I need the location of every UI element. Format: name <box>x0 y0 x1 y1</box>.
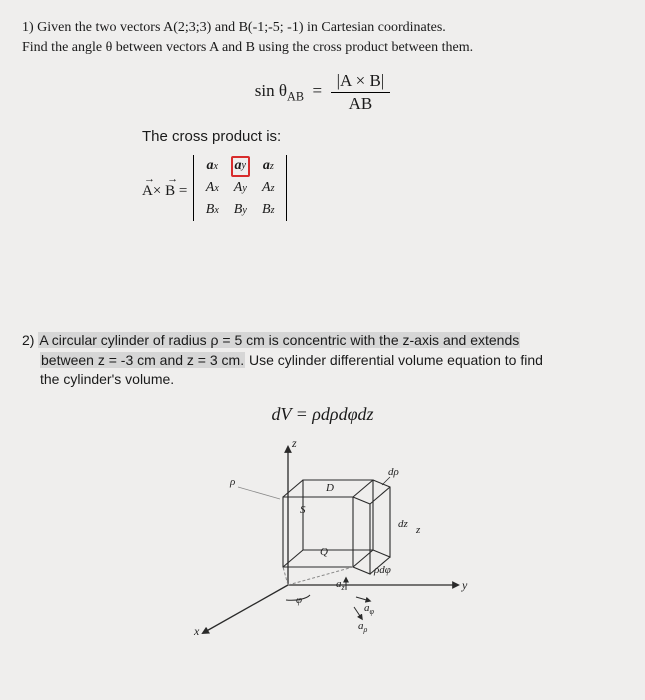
pdphi-label: ρdφ <box>373 564 391 576</box>
drho-label: dρ <box>388 466 399 478</box>
q1-formula: sin θAB = |A × B| AB <box>22 71 623 114</box>
frac-den: AB <box>331 93 391 114</box>
dz-label: dz <box>398 518 409 530</box>
q2-rest-2: Use cylinder differential volume equatio… <box>245 352 543 368</box>
S-label: S <box>300 504 306 516</box>
q1-line2: Find the angle θ between vectors A and B… <box>22 40 473 55</box>
q2-number: 2) <box>22 332 38 348</box>
sin-theta-sub: AB <box>287 90 304 104</box>
frac-num: |A × B| <box>331 71 391 93</box>
svg-text:aρ: aρ <box>358 620 368 634</box>
q1-text: 1) Given the two vectors A(2;3;3) and B(… <box>22 18 623 57</box>
cross-product-determinant: A× B = ax ay az Ax Ay Az Bx By Bz <box>142 155 623 221</box>
Q-label: Q <box>320 546 328 558</box>
cylinder-diagram: z y x <box>22 435 623 635</box>
z-small-label: z <box>415 524 421 536</box>
phi-label: φ <box>296 594 302 606</box>
dv-equation: dV = ρdρdφdz <box>22 404 623 425</box>
q2-highlight-1: A circular cylinder of radius ρ = 5 cm i… <box>38 332 520 348</box>
q1-line1: 1) Given the two vectors A(2;3;3) and B(… <box>22 20 446 35</box>
z-axis-label: z <box>291 436 297 450</box>
cross-product-heading: The cross product is: <box>142 128 623 145</box>
q2-highlight-2: between z = -3 cm and z = 3 cm. <box>40 352 245 368</box>
svg-text:aφ: aφ <box>364 602 375 616</box>
y-axis-label: y <box>461 578 468 592</box>
q2-text: 2) A circular cylinder of radius ρ = 5 c… <box>22 331 623 390</box>
x-axis-label: x <box>193 624 200 635</box>
svg-text:az: az <box>336 578 346 592</box>
rho-label: ρ <box>229 476 235 488</box>
D-label: D <box>325 482 334 494</box>
q2-line3: the cylinder's volume. <box>40 371 174 387</box>
sin-theta: sin θ <box>255 81 287 100</box>
